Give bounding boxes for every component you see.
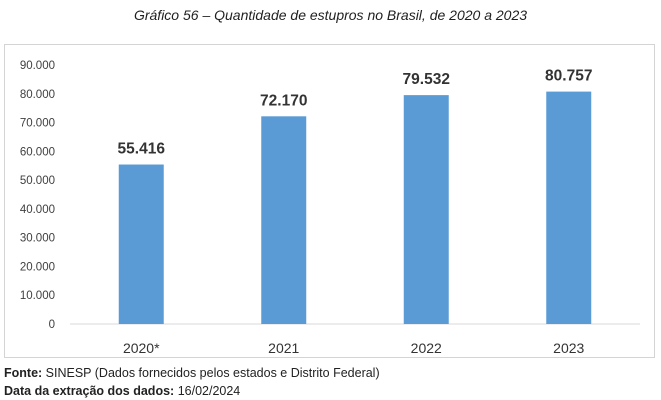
y-tick-label: 80.000 <box>20 89 55 101</box>
x-tick-label: 2021 <box>268 340 299 356</box>
x-tick-label: 2022 <box>411 340 442 356</box>
y-tick-label: 30.000 <box>20 233 55 245</box>
bar <box>403 95 449 325</box>
data-label: 72.170 <box>260 92 307 109</box>
source-text: SINESP (Dados fornecidos pelos estados e… <box>45 366 380 380</box>
y-tick-label: 50.000 <box>20 175 55 187</box>
x-tick-label: 2020* <box>123 340 160 356</box>
chart-title: Gráfico 56 – Quantidade de estupros no B… <box>133 7 528 23</box>
y-tick-label: 70.000 <box>20 118 55 130</box>
data-label: 80.757 <box>545 68 592 85</box>
data-label: 55.416 <box>118 141 166 158</box>
y-tick-label: 10.000 <box>20 290 55 302</box>
x-tick-label: 2023 <box>553 340 584 356</box>
data-label: 79.532 <box>403 71 450 88</box>
source-label: Fonte: <box>4 366 43 380</box>
bar <box>546 91 592 324</box>
extraction-label: Data da extração dos dados: <box>4 384 175 398</box>
extraction-note: Data da extração dos dados: 16/02/2024 <box>4 384 240 398</box>
y-tick-label: 20.000 <box>20 261 55 273</box>
bar <box>118 164 164 324</box>
y-tick-label: 0 <box>49 319 55 331</box>
y-tick-label: 60.000 <box>20 146 55 158</box>
bar <box>261 116 307 324</box>
y-tick-label: 40.000 <box>20 204 55 216</box>
y-tick-label: 90.000 <box>20 60 55 72</box>
source-note: Fonte: SINESP (Dados fornecidos pelos es… <box>4 366 380 380</box>
bar-chart: 0 10.000 20.000 30.000 40.000 50.000 60.000 70.… <box>20 60 640 356</box>
extraction-date: 16/02/2024 <box>177 384 241 398</box>
